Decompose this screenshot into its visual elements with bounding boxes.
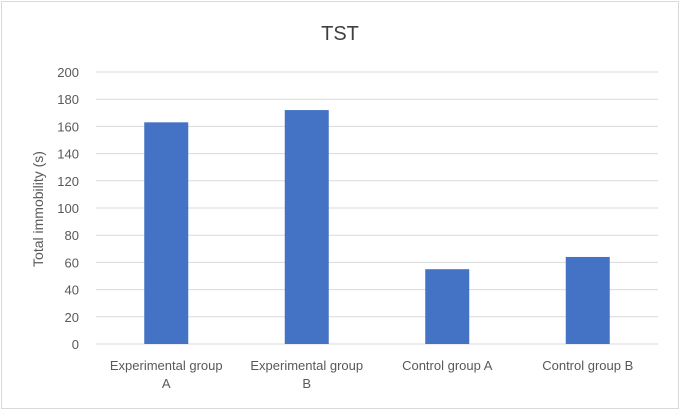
y-tick-label: 200 — [57, 65, 79, 80]
x-tick-labels: Experimental group A Experimental group B Co… — [110, 358, 633, 391]
x-tick-label: Control group A — [402, 358, 493, 373]
bar — [144, 122, 189, 344]
y-tick-label: 60 — [65, 255, 79, 270]
bar — [425, 269, 470, 344]
y-tick-label: 160 — [57, 119, 79, 134]
x-tick-label-line: Experimental group — [250, 358, 363, 373]
x-tick-label: Control group B — [542, 358, 633, 373]
bar — [565, 256, 610, 344]
x-tick-label: Experimental group B — [250, 358, 363, 391]
x-tick-label-line: A — [162, 376, 171, 391]
x-tick-label-line: B — [302, 376, 311, 391]
y-tick-label: 100 — [57, 201, 79, 216]
y-tick-labels: 0 20 40 60 80 100 120 140 160 180 200 — [57, 65, 79, 352]
bars — [144, 110, 610, 344]
gridlines — [96, 71, 658, 345]
y-axis-label: Total immobility (s) — [30, 151, 46, 267]
y-tick-label: 140 — [57, 147, 79, 162]
y-tick-label: 120 — [57, 174, 79, 189]
chart-title: TST — [321, 23, 359, 45]
y-tick-label: 0 — [72, 337, 79, 352]
bar — [284, 110, 329, 344]
x-tick-label-line: Experimental group — [110, 358, 223, 373]
x-tick-label-line: Control group A — [402, 358, 493, 373]
y-tick-label: 20 — [65, 310, 79, 325]
y-tick-label: 40 — [65, 283, 79, 298]
x-tick-label-line: Control group B — [542, 358, 633, 373]
y-tick-label: 180 — [57, 92, 79, 107]
x-tick-label: Experimental group A — [110, 358, 223, 391]
y-tick-label: 80 — [65, 228, 79, 243]
